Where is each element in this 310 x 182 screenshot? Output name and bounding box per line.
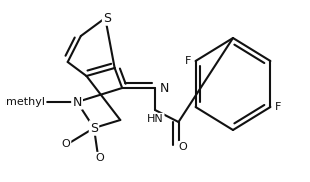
Text: methyl: methyl xyxy=(6,97,45,107)
Text: F: F xyxy=(184,56,191,66)
Text: S: S xyxy=(90,122,98,134)
Text: N: N xyxy=(160,82,169,94)
Text: F: F xyxy=(275,102,281,112)
Text: O: O xyxy=(179,142,188,152)
Text: N: N xyxy=(73,96,82,108)
Text: O: O xyxy=(61,139,70,149)
Text: methyl: methyl xyxy=(4,97,43,107)
Text: O: O xyxy=(95,153,104,163)
Text: S: S xyxy=(103,11,111,25)
Text: HN: HN xyxy=(147,114,163,124)
